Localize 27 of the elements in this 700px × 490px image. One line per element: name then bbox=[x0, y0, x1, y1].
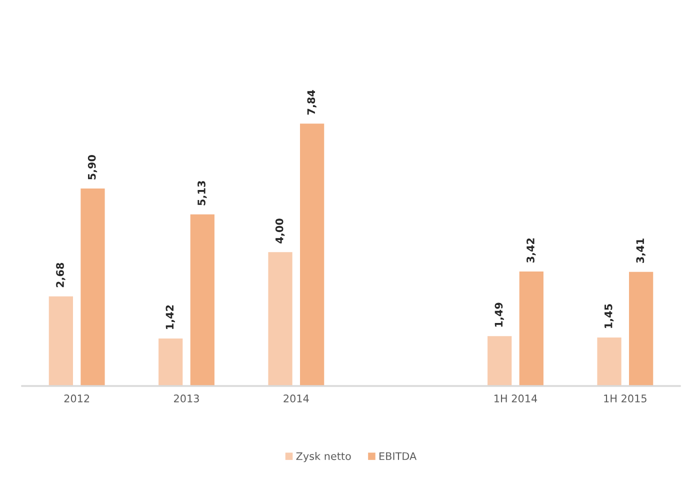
bar bbox=[268, 252, 292, 386]
legend-label: EBITDA bbox=[380, 452, 417, 460]
x-tick-label: 1H 2014 bbox=[494, 394, 538, 402]
bar bbox=[629, 272, 654, 386]
bar bbox=[519, 272, 544, 386]
x-tick-label: 1H 2015 bbox=[604, 394, 646, 402]
bar bbox=[80, 188, 105, 386]
data-label: 3,41 bbox=[636, 238, 646, 263]
x-tick-label: 2014 bbox=[284, 394, 309, 402]
data-label: 5,13 bbox=[198, 181, 207, 206]
x-tick-label: 2012 bbox=[64, 394, 90, 402]
legend-label: Zysk netto bbox=[296, 452, 351, 462]
data-label: 1,49 bbox=[494, 302, 504, 327]
data-label: 5,90 bbox=[88, 155, 98, 180]
data-label: 7,84 bbox=[307, 90, 316, 115]
data-label: 1,42 bbox=[166, 305, 175, 329]
bar bbox=[488, 336, 512, 386]
bar bbox=[300, 124, 324, 386]
data-label: 1,45 bbox=[604, 304, 614, 328]
bar bbox=[48, 296, 73, 386]
data-label: 2,68 bbox=[56, 262, 66, 288]
data-label: 3,42 bbox=[526, 238, 536, 263]
bar bbox=[597, 337, 622, 386]
data-label: 4,00 bbox=[275, 218, 285, 244]
bar bbox=[158, 338, 183, 386]
bar bbox=[190, 214, 214, 386]
x-tick-label: 2013 bbox=[174, 394, 199, 402]
